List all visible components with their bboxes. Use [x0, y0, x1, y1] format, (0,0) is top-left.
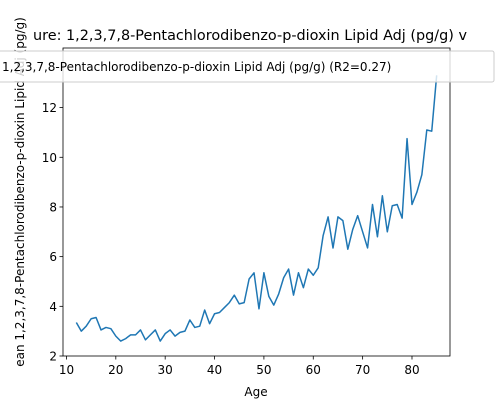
x-tick-label: 80 [404, 363, 419, 377]
y-tick-label: 6 [49, 250, 57, 264]
y-tick-label: 10 [42, 151, 57, 165]
axes-frame [62, 47, 451, 357]
x-tick-label: 40 [207, 363, 222, 377]
legend: 1,2,3,7,8-Pentachlorodibenzo-p-dioxin Li… [0, 50, 495, 83]
y-axis-label: ean 1,2,3,7,8-Pentachlorodibenzo-p-dioxi… [13, 17, 27, 367]
plot-frame [62, 47, 451, 357]
x-tick-label: 30 [158, 363, 173, 377]
x-axis-label: Age [244, 385, 267, 399]
y-tick-label: 8 [49, 200, 57, 214]
y-tick-label: 12 [42, 101, 57, 115]
y-tick-label: 4 [49, 300, 57, 314]
plot-background [63, 48, 450, 356]
y-axis-ticks: 2 4 6 8 10 12 [42, 101, 63, 364]
plot-area [63, 48, 450, 356]
x-axis-ticks: 10 20 30 40 50 60 70 80 [59, 356, 420, 377]
x-tick-label: 10 [59, 363, 74, 377]
x-tick-label: 70 [355, 363, 370, 377]
y-tick-label: 2 [49, 350, 57, 364]
legend-box [0, 50, 495, 83]
legend-label: 1,2,3,7,8-Pentachlorodibenzo-p-dioxin Li… [2, 60, 391, 74]
series-line [75, 75, 438, 342]
x-tick-label: 50 [256, 363, 271, 377]
x-tick-label: 20 [108, 363, 123, 377]
series-layer [75, 75, 438, 342]
chart-title: ure: 1,2,3,7,8-Pentachlorodibenzo-p-diox… [33, 28, 467, 44]
x-tick-label: 60 [306, 363, 321, 377]
